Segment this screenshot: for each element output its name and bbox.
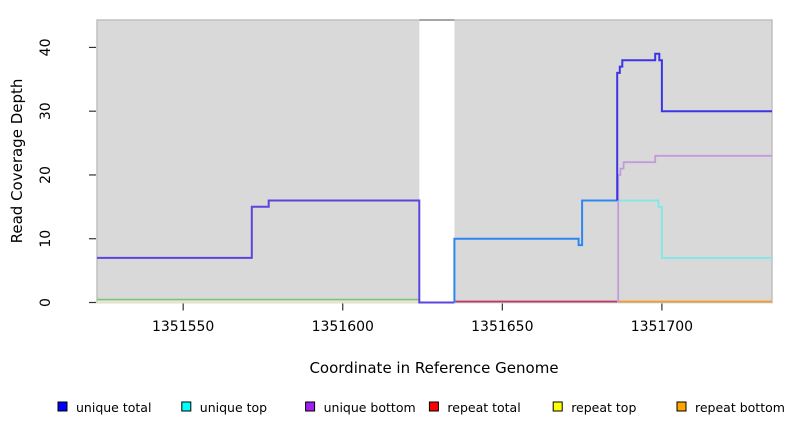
legend-label: unique bottom [324,400,416,415]
legend-label: repeat total [447,400,520,415]
axes-ticks: 1351550 1351600 1351650 1351700 0 10 20 30 40 [38,39,693,335]
x-tick-label: 1351700 [631,319,693,335]
legend-label: unique top [200,400,267,415]
x-tick-label: 1351600 [312,319,374,335]
series-unique-bottom-right [617,154,772,303]
y-axis-title: Read Coverage Depth [8,79,26,244]
series-unique-total-left [97,199,455,304]
legend-item-repeat-total: repeat total [428,400,521,415]
legend-swatch [552,401,563,412]
y-tick-label: 40 [38,39,54,57]
legend-item-repeat-top: repeat top [552,400,636,415]
legend-swatch [57,401,68,412]
series-unique-top-right [617,199,772,259]
plot-area [96,18,773,305]
x-tick-label: 1351550 [152,319,214,335]
legend-swatch [181,401,192,412]
legend-item-unique-bottom: unique bottom [305,400,416,415]
legend-swatch [676,401,687,412]
y-tick-label: 20 [38,166,54,184]
series-unique-total-right-low [453,199,618,303]
y-tick-label: 10 [38,230,54,248]
y-tick-label: 30 [38,102,54,120]
coverage-gap-band [419,18,455,305]
series-unique-total-right-peak [616,52,772,201]
legend-item-unique-total: unique total [57,400,151,415]
legend-item-repeat-bottom: repeat bottom [676,400,785,415]
y-tick-label: 0 [38,298,54,307]
legend-label: unique total [76,400,151,415]
x-axis-title: Coordinate in Reference Genome [309,359,558,377]
legend-swatch [428,401,439,412]
x-tick-label: 1351650 [471,319,533,335]
legend-item-unique-top: unique top [181,400,267,415]
chart-legend: unique total unique top unique bottom repea… [57,400,785,415]
legend-label: repeat top [571,400,636,415]
legend-label: repeat bottom [695,400,785,415]
legend-swatch [305,401,316,412]
